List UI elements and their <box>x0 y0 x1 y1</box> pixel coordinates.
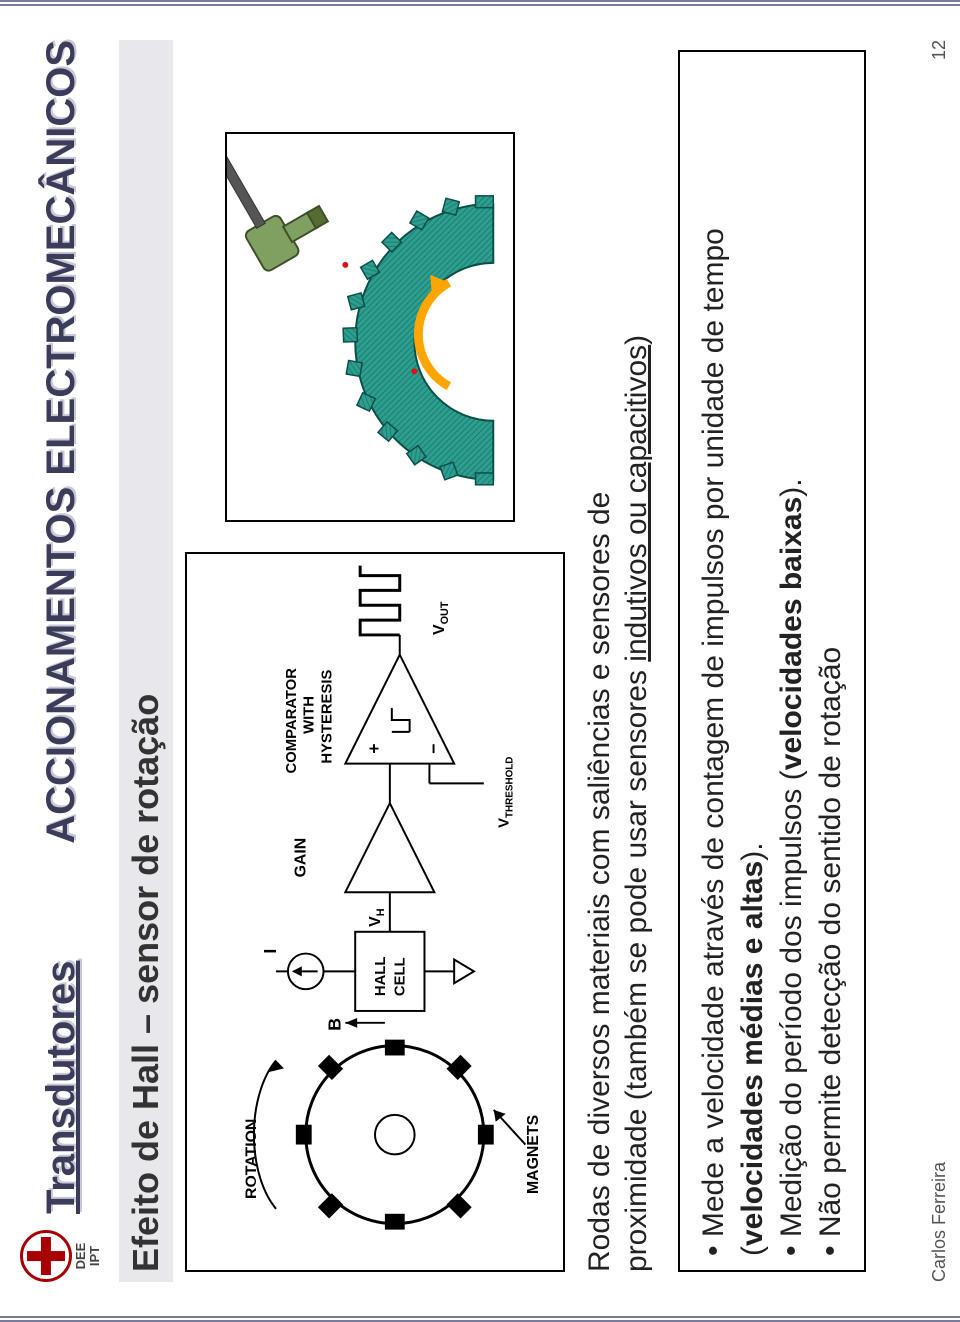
para-l1: Rodas de diversos materiais com saliênci… <box>583 492 616 1272</box>
comp-l2: WITH <box>301 696 317 734</box>
paragraph: Rodas de diversos materiais com saliênci… <box>581 50 656 1272</box>
vh: VH <box>367 908 387 927</box>
title-right: ACCIONAMENTOS ELECTROMECÂNICOS <box>39 40 84 844</box>
b2a: • Medição do período dos impulsos ( <box>775 770 808 1256</box>
svg-text:−: − <box>423 743 443 753</box>
gain: GAIN <box>292 838 309 878</box>
footer-author: Carlos Ferreira <box>929 1162 950 1282</box>
comp-l1: COMPARATOR <box>283 668 299 774</box>
magnets-label: MAGNETS <box>525 1115 542 1194</box>
para-l2b: ) <box>620 335 653 345</box>
b2bold: velocidades baixas <box>775 497 808 771</box>
b2b: ). <box>775 478 808 496</box>
vout: VOUT <box>431 601 451 635</box>
title-line: Transdutores ACCIONAMENTOS ELECTROMECÂNI… <box>39 40 84 1214</box>
bullet-2: • Medição do período dos impulsos (veloc… <box>772 66 811 1256</box>
i-label: I <box>260 949 280 954</box>
para-underline: indutivos ou capacitivos <box>620 345 653 662</box>
bullet-1: • Mede a velocidade através de contagem … <box>694 66 772 1256</box>
hall-l1: HALL <box>372 957 388 997</box>
ipt-text: IPT <box>87 1246 102 1266</box>
schematic-diagram: ROTATION MAGNETS <box>185 552 565 1272</box>
dept-code: DEE IPT <box>74 1230 103 1282</box>
para-l2a: proximidade (também se pode usar sensore… <box>620 662 653 1272</box>
vth: VTHRESHOLD <box>496 757 515 828</box>
rotation-label: ROTATION <box>243 1119 260 1199</box>
subtitle: Efeito de Hall – sensor de rotação <box>119 40 173 1282</box>
svg-text:+: + <box>364 743 384 753</box>
dee-text: DEE <box>73 1243 88 1270</box>
logo-icon <box>20 1230 72 1282</box>
b1bold: velocidades médias e altas <box>736 861 769 1246</box>
gear-sensor-diagram <box>225 132 515 522</box>
slide: DEE IPT Transdutores ACCIONAMENTOS ELECT… <box>0 0 960 1322</box>
b-label: B <box>324 1018 344 1031</box>
footer-page: 12 <box>929 40 950 60</box>
header: DEE IPT Transdutores ACCIONAMENTOS ELECT… <box>20 40 103 1282</box>
bullet-3: • Não permite detecção do sentido de rot… <box>811 66 850 1256</box>
b1b: ). <box>736 842 769 860</box>
bullet-box: • Mede a velocidade através de contagem … <box>678 50 866 1272</box>
title-left: Transdutores <box>39 961 84 1214</box>
logo-block: DEE IPT <box>20 1230 103 1282</box>
hall-l2: CELL <box>392 957 408 996</box>
comp-l3: HYSTERESIS <box>319 670 335 764</box>
figures-row: ROTATION MAGNETS <box>185 50 565 1272</box>
